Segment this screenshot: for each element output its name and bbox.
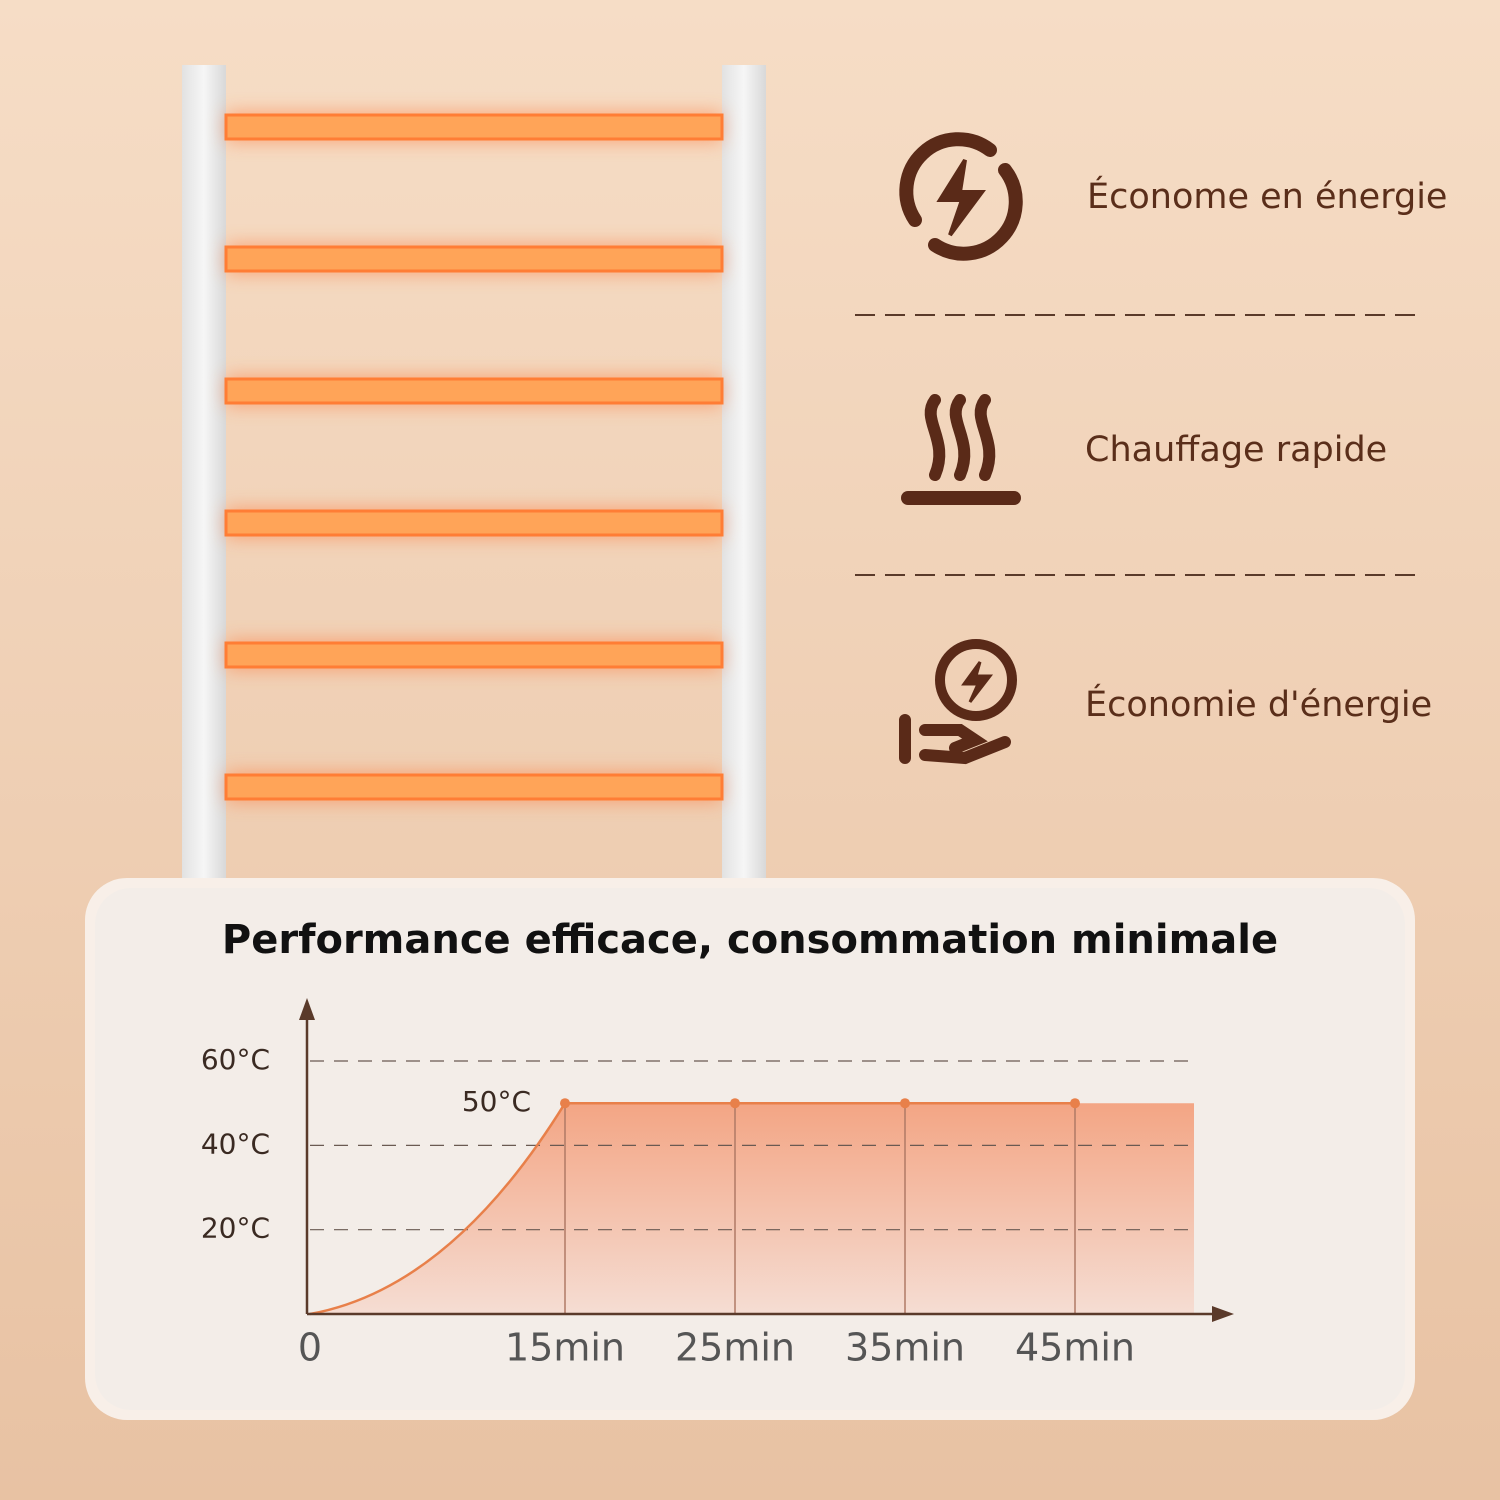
y-tick-label: 20°C [201,1212,270,1245]
y-tick-label: 40°C [201,1127,270,1160]
y-tick-label: 60°C [201,1043,270,1076]
x-tick-label: 45min [1015,1326,1135,1370]
y-axis-arrow [299,998,315,1020]
x-tick-label: 25min [675,1326,795,1370]
x-tick-label: 0 [298,1326,322,1370]
point [560,1098,570,1109]
features: Économe en énergie Chauffage rapide Écon… [855,175,1447,725]
x-tick-label: 35min [845,1326,965,1370]
chart-title: Performance efficace, consommation minim… [222,917,1278,963]
annotation: 50°C [462,1085,531,1118]
plot: 20°C 40°C 60°C 50°C 0 15min 25min 35min 45min [201,998,1234,1370]
feature-label: Chauffage rapide [1085,430,1387,470]
point [1070,1098,1080,1109]
x-axis-arrow [1212,1306,1234,1322]
icons [899,132,1023,765]
point [900,1098,910,1109]
feature-label: Économe en énergie [1087,175,1447,217]
x-tick-label: 15min [505,1326,625,1370]
feature-label: Économie d'énergie [1085,683,1432,725]
point [730,1098,740,1109]
ladder [182,65,766,880]
